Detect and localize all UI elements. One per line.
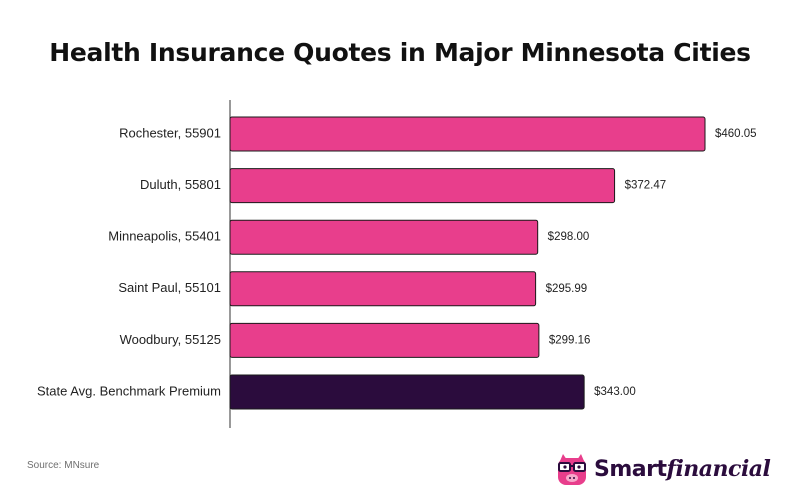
bar-0 [229, 116, 706, 152]
brand-logo: Smart financial [555, 450, 771, 488]
category-label: Duluth, 55801 [140, 177, 221, 192]
category-label: Rochester, 55901 [119, 125, 221, 140]
value-label: $372.47 [625, 180, 667, 192]
brand-wordmark: Smart financial [594, 456, 771, 482]
bar-2 [229, 219, 539, 255]
value-label: $299.16 [549, 334, 591, 346]
chart-title: Health Insurance Quotes in Major Minneso… [49, 38, 751, 67]
value-label: $343.00 [594, 386, 636, 398]
value-label: $298.00 [548, 231, 590, 243]
brand-smart-text: Smart [594, 457, 667, 482]
category-label: Saint Paul, 55101 [118, 280, 221, 295]
bar-4 [229, 322, 540, 358]
bar-3 [229, 271, 537, 307]
pig-with-glasses-icon [558, 454, 586, 485]
value-label: $460.05 [715, 128, 757, 140]
bar-1 [229, 168, 616, 204]
bars-group: Rochester, 55901 $460.05 Duluth, 55801 $372… [37, 116, 757, 410]
value-label: $295.99 [546, 283, 588, 295]
category-label: Woodbury, 55125 [120, 332, 221, 347]
source-note: Source: MNsure [27, 460, 100, 471]
brand-financial-text: financial [666, 456, 771, 482]
category-label: State Avg. Benchmark Premium [37, 383, 221, 398]
bar-5 [229, 374, 585, 410]
category-label: Minneapolis, 55401 [108, 229, 221, 244]
